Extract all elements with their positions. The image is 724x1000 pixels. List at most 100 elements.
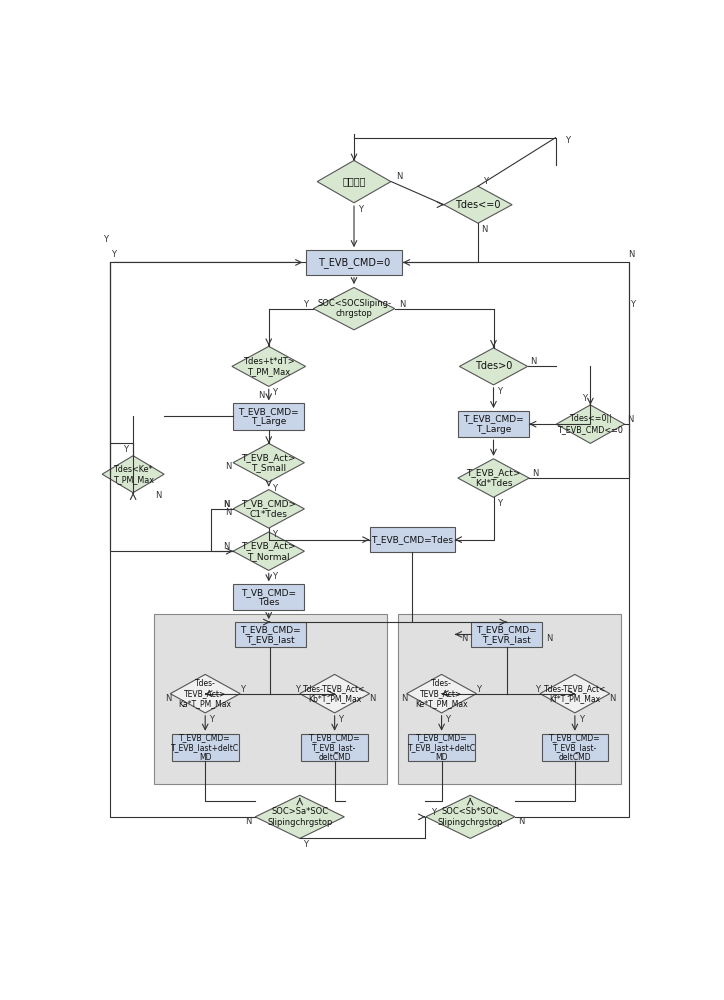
Text: T_EVB_CMD=
T_EVB_last+deltC
MD: T_EVB_CMD= T_EVB_last+deltC MD — [171, 733, 239, 762]
Text: Tdes<=0||
T_EVB_CMD<=0: Tdes<=0|| T_EVB_CMD<=0 — [557, 414, 623, 434]
Text: N: N — [399, 300, 405, 309]
Text: T_EVB_Act>
Kd*Tdes: T_EVB_Act> Kd*Tdes — [466, 468, 521, 488]
Text: Y: Y — [272, 572, 277, 581]
Text: Y: Y — [581, 394, 586, 403]
Text: Y: Y — [104, 235, 109, 244]
FancyBboxPatch shape — [408, 734, 475, 761]
Polygon shape — [300, 674, 369, 713]
Text: Y: Y — [445, 715, 450, 724]
Text: N: N — [461, 634, 467, 643]
Text: N: N — [396, 172, 402, 181]
Text: N: N — [546, 634, 552, 643]
Text: T_EVB_CMD=
T_EVB_last: T_EVB_CMD= T_EVB_last — [240, 625, 300, 644]
Polygon shape — [232, 346, 306, 386]
Text: Tdes<=0: Tdes<=0 — [455, 200, 501, 210]
Text: N: N — [225, 462, 232, 471]
Text: Y: Y — [272, 388, 277, 397]
Text: Y: Y — [497, 387, 502, 396]
FancyBboxPatch shape — [398, 614, 621, 784]
Text: N: N — [225, 508, 232, 517]
FancyBboxPatch shape — [233, 584, 304, 610]
Text: SOC>Sa*SOC
Slipingchrgstop: SOC>Sa*SOC Slipingchrgstop — [267, 807, 332, 827]
Text: Y: Y — [631, 300, 636, 309]
FancyBboxPatch shape — [172, 734, 238, 761]
Text: N: N — [223, 542, 230, 551]
Text: T_EVB_CMD=
T_Large: T_EVB_CMD= T_Large — [238, 407, 299, 426]
Text: T_EVB_CMD=
T_EVR_last: T_EVB_CMD= T_EVR_last — [476, 625, 537, 644]
Text: N: N — [609, 694, 615, 703]
Text: SOC<Sb*SOC
Slipingchrgstop: SOC<Sb*SOC Slipingchrgstop — [437, 807, 503, 827]
Text: T_EVB_Act>
T_Small: T_EVB_Act> T_Small — [242, 453, 296, 472]
Text: N: N — [531, 357, 537, 366]
Text: Tdes-TEVB_Act<
Kf*T_PM_Max: Tdes-TEVB_Act< Kf*T_PM_Max — [544, 684, 606, 703]
Text: T_EVB_CMD=0: T_EVB_CMD=0 — [318, 257, 390, 268]
Text: Y: Y — [123, 445, 128, 454]
FancyBboxPatch shape — [471, 622, 542, 647]
Text: N: N — [155, 491, 161, 500]
Text: Y: Y — [431, 808, 436, 817]
Text: N: N — [628, 250, 635, 259]
Text: Tdes+t*dT>
T_PM_Max: Tdes+t*dT> T_PM_Max — [243, 357, 295, 376]
Polygon shape — [170, 674, 240, 713]
FancyBboxPatch shape — [306, 250, 403, 275]
Polygon shape — [458, 459, 529, 497]
Text: N: N — [258, 391, 264, 400]
Text: Y: Y — [272, 484, 277, 493]
Text: Y: Y — [535, 685, 540, 694]
Text: T_EVB_CMD=Tdes: T_EVB_CMD=Tdes — [371, 535, 453, 544]
Text: N: N — [245, 817, 252, 826]
Text: N: N — [518, 817, 525, 826]
Polygon shape — [426, 795, 515, 838]
Text: T_EVB_CMD=
T_EVB_last-
deltCMD: T_EVB_CMD= T_EVB_last- deltCMD — [549, 733, 601, 762]
Polygon shape — [444, 186, 512, 223]
Text: Y: Y — [578, 715, 584, 724]
Text: Tdes<Ke*
T_PM_Max: Tdes<Ke* T_PM_Max — [113, 464, 153, 484]
Text: Y: Y — [497, 499, 502, 508]
Text: T_EVB_CMD=
T_Large: T_EVB_CMD= T_Large — [463, 414, 523, 434]
Text: Tdes-
TEVB_Act>
Ka*T_PM_Max: Tdes- TEVB_Act> Ka*T_PM_Max — [179, 679, 232, 709]
FancyBboxPatch shape — [154, 614, 387, 784]
FancyBboxPatch shape — [542, 734, 608, 761]
Text: SOC<SOCSliping-
chrgstop: SOC<SOCSliping- chrgstop — [317, 299, 391, 318]
FancyBboxPatch shape — [233, 403, 304, 430]
Text: Y: Y — [565, 136, 570, 145]
Polygon shape — [540, 674, 610, 713]
Text: T_EVB_Act>
T_Normal: T_EVB_Act> T_Normal — [242, 542, 296, 561]
Text: N: N — [223, 500, 230, 509]
Text: Y: Y — [303, 840, 308, 849]
Text: N: N — [223, 500, 230, 509]
FancyBboxPatch shape — [369, 527, 455, 552]
Text: N: N — [401, 694, 408, 703]
Text: Y: Y — [483, 177, 488, 186]
Text: Y: Y — [295, 685, 300, 694]
Text: N: N — [369, 694, 375, 703]
Text: Y: Y — [338, 715, 343, 724]
FancyBboxPatch shape — [235, 622, 306, 647]
FancyBboxPatch shape — [301, 734, 368, 761]
Text: T_EVB_CMD=
T_EVB_last-
deltCMD: T_EVB_CMD= T_EVB_last- deltCMD — [309, 733, 361, 762]
Polygon shape — [313, 287, 395, 330]
Text: Y: Y — [358, 205, 363, 214]
Polygon shape — [233, 490, 304, 528]
Text: Tdes-
TEVB_Act>
Ke*T_PM_Max: Tdes- TEVB_Act> Ke*T_PM_Max — [416, 679, 468, 709]
Text: Tdes>0: Tdes>0 — [475, 361, 512, 371]
Text: Y: Y — [111, 250, 117, 259]
Text: Y: Y — [209, 715, 214, 724]
Text: T_VB_CMD>
C1*Tdes: T_VB_CMD> C1*Tdes — [241, 499, 296, 519]
Polygon shape — [556, 405, 625, 443]
Text: N: N — [165, 694, 171, 703]
Text: T_EVB_CMD=
T_EVB_last+deltC
MD: T_EVB_CMD= T_EVB_last+deltC MD — [408, 733, 476, 762]
Text: Y: Y — [303, 300, 308, 309]
Text: N: N — [532, 469, 539, 478]
Polygon shape — [407, 674, 476, 713]
Polygon shape — [233, 443, 304, 482]
Polygon shape — [317, 160, 391, 203]
Text: 开始制动: 开始制动 — [342, 177, 366, 187]
Text: Tdes-TEVB_Act<
Kb*T_PM_Max: Tdes-TEVB_Act< Kb*T_PM_Max — [303, 684, 366, 703]
Polygon shape — [233, 532, 304, 570]
Text: Y: Y — [240, 685, 245, 694]
Polygon shape — [255, 795, 345, 838]
Text: N: N — [628, 415, 634, 424]
Text: N: N — [481, 225, 487, 234]
Text: Y: Y — [476, 685, 481, 694]
